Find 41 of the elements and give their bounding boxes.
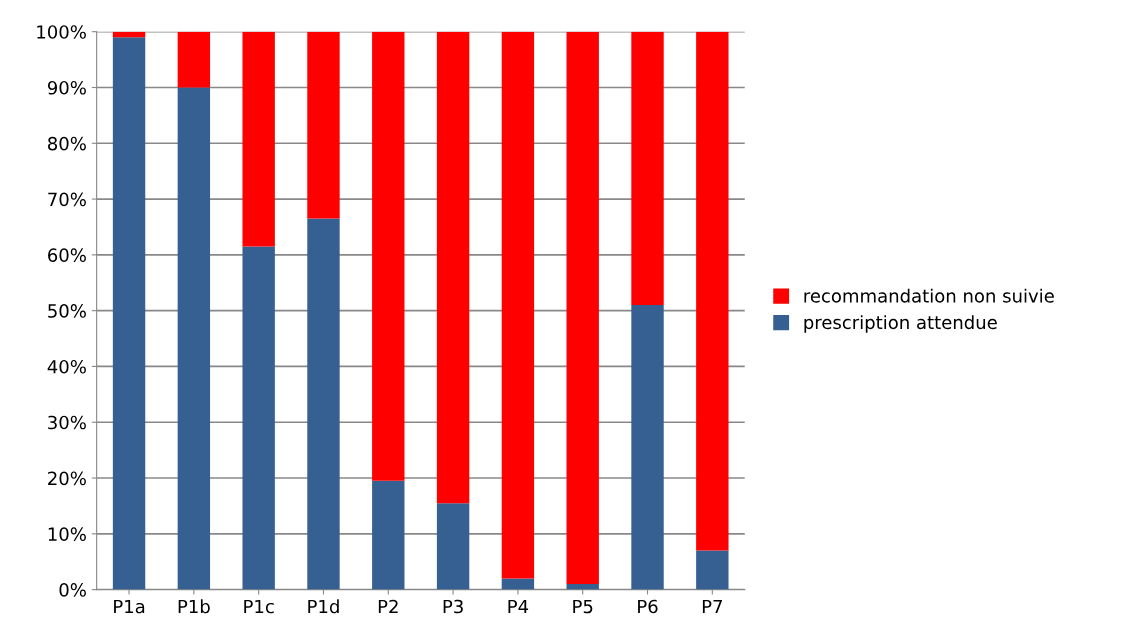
legend-label: recommandation non suivie: [804, 288, 1054, 303]
bar: [177, 87, 211, 590]
bar: [242, 31, 275, 247]
y-tick-label: 20%: [48, 471, 86, 486]
bar: [566, 31, 599, 585]
x-tick-label: P7: [702, 599, 722, 614]
x-tick-label: P3: [443, 599, 463, 614]
x-tick-label: P1a: [114, 599, 145, 614]
y-tick-label: 10%: [48, 527, 86, 541]
x-tick-label: P6: [638, 599, 658, 614]
y-tick-label: 0%: [59, 583, 86, 597]
bar: [177, 31, 211, 88]
x-tick-label: P4: [508, 599, 529, 614]
bar: [372, 480, 405, 590]
x-tick-label: P1d: [308, 599, 339, 614]
bar: [307, 31, 340, 219]
bar: [436, 503, 470, 590]
legend-label: prescription attendue: [804, 315, 997, 333]
y-tick-label: 90%: [47, 80, 86, 95]
y-tick-label: 70%: [48, 192, 86, 207]
x-tick-label: P2: [378, 599, 398, 614]
bar: [307, 218, 340, 590]
bar: [631, 31, 664, 306]
bar: [501, 31, 535, 579]
y-tick-label: 80%: [48, 136, 86, 151]
bar: [696, 31, 729, 551]
y-tick-label: 60%: [48, 248, 86, 262]
y-tick-label: 100%: [37, 25, 86, 39]
x-tick-label: P1b: [178, 599, 210, 614]
x-tick-label: P1c: [244, 599, 274, 614]
y-tick-label: 30%: [48, 415, 86, 430]
bar: [112, 37, 146, 590]
bar: [242, 246, 275, 590]
bar: [372, 31, 405, 481]
bar: [501, 578, 535, 590]
x-tick-label: P5: [573, 599, 593, 614]
bar: [436, 31, 470, 504]
y-tick-label: 50%: [48, 304, 86, 318]
y-tick-label: 40%: [47, 359, 86, 374]
bar: [696, 550, 729, 590]
bar: [631, 305, 664, 590]
